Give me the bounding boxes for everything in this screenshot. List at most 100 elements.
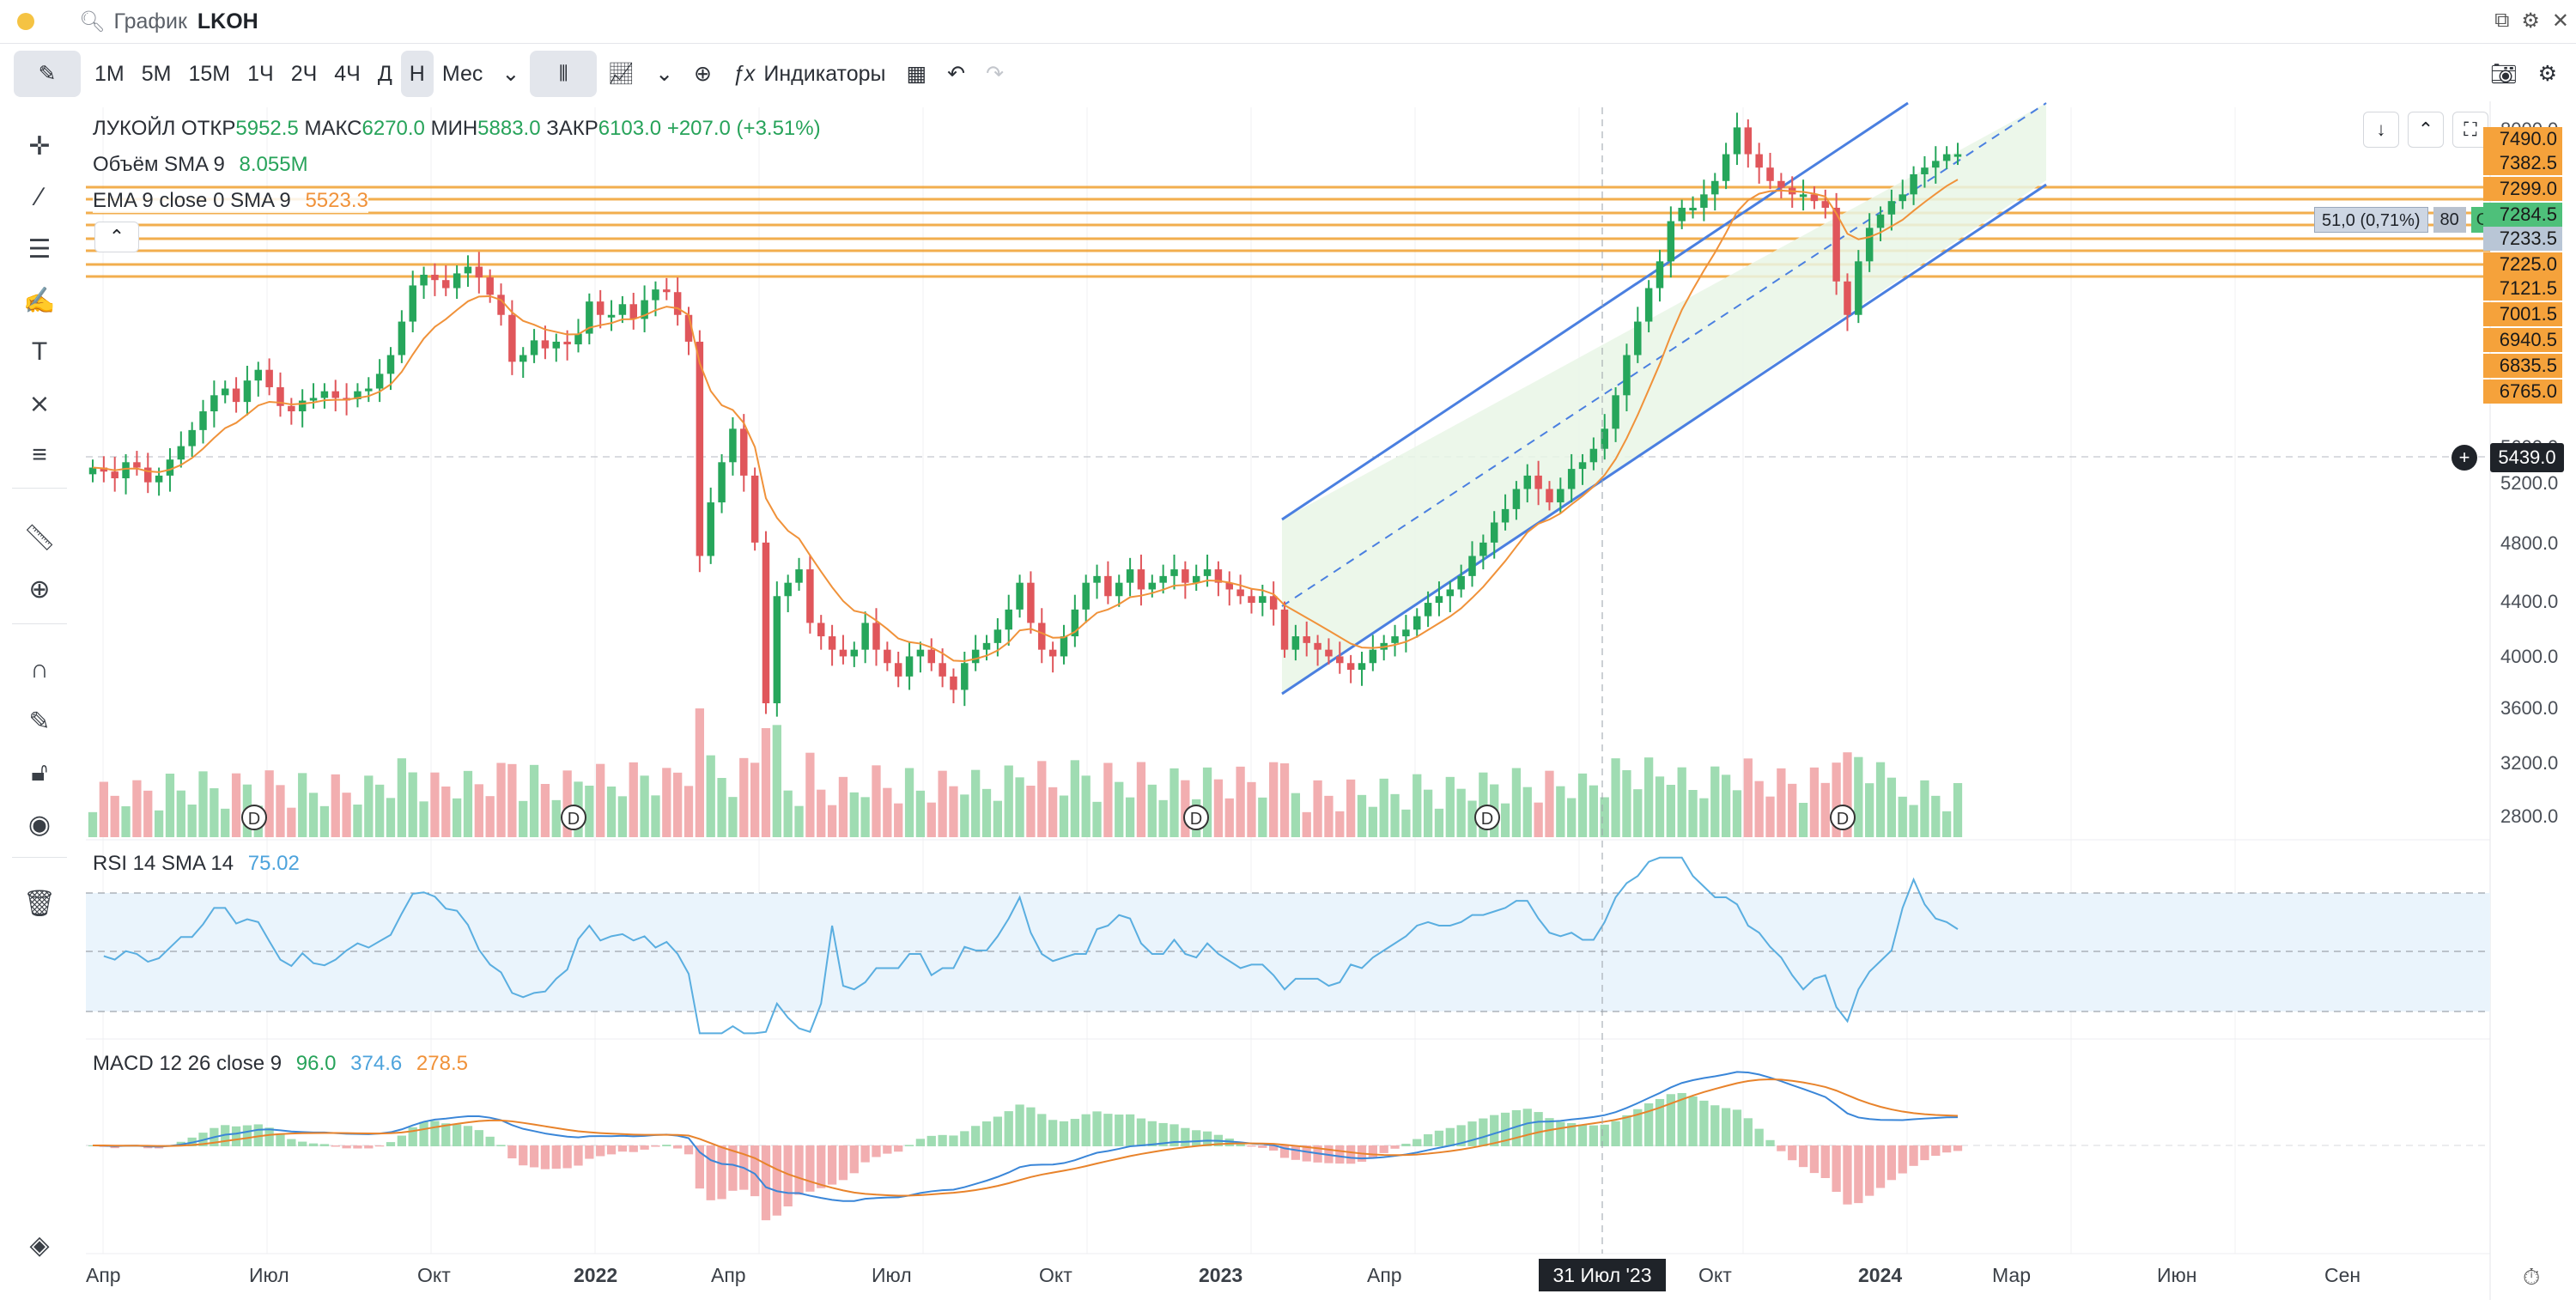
interval-button-8[interactable]: Мес [441, 61, 483, 86]
volume-bar [662, 768, 671, 837]
candle-body [254, 369, 263, 381]
macd-hist-bar [1556, 1121, 1565, 1146]
level-price-tag[interactable]: 7490.0 [2483, 127, 2562, 151]
macd-hist-bar [938, 1134, 947, 1146]
macd-hist-bar [1522, 1109, 1532, 1146]
level-price-tag[interactable]: 7382.5 [2483, 151, 2562, 175]
candle-body [1457, 575, 1465, 590]
volume-bar [1622, 770, 1631, 837]
ema-legend[interactable]: EMA 9 close 0 SMA 9 5523.3 [93, 189, 368, 213]
volume-bar [1335, 811, 1345, 837]
candle-body [850, 649, 859, 657]
volume-bar [176, 790, 185, 837]
macd-hist-bar [617, 1145, 628, 1152]
level-price-tag[interactable]: 6835.5 [2483, 354, 2562, 378]
macd-legend[interactable]: MACD 12 26 close 9 96.0 374.6 278.5 [93, 1052, 468, 1076]
interval-button-1[interactable]: 5M [141, 61, 172, 86]
volume-legend[interactable]: Объём SMA 9 8.055M [93, 153, 308, 177]
interval-button-6[interactable]: Д [377, 61, 392, 86]
volume-bar [651, 795, 660, 837]
level-price-tag[interactable]: 7299.0 [2483, 177, 2562, 201]
level-price-tag[interactable]: 6765.0 [2483, 380, 2562, 404]
macd-hist-bar [805, 1145, 815, 1192]
level-price-tag[interactable]: 7001.5 [2483, 302, 2562, 326]
interval-button-0[interactable]: 1M [94, 61, 125, 86]
add-compare-icon[interactable]: ⊕ [694, 62, 712, 86]
indicators-button[interactable]: ƒx Индикаторы [722, 51, 896, 97]
interval-button-3[interactable]: 1Ч [247, 61, 274, 86]
timeframe-dropdown-icon[interactable]: ⌄ [501, 62, 520, 86]
candles-chart-type-button[interactable]: ⫴ [530, 51, 598, 97]
macd-hist-bar [1732, 1109, 1742, 1146]
macd-hist-bar [860, 1145, 870, 1163]
trash-icon[interactable]: 🗑︎ [22, 889, 57, 918]
interval-button-4[interactable]: 2Ч [290, 61, 318, 86]
draw-pencil-button[interactable]: ✎ [14, 51, 81, 97]
volume-bar [99, 781, 108, 837]
volume-bar [1765, 796, 1775, 837]
redo-icon[interactable]: ↷ [986, 62, 1005, 86]
text-tool-icon[interactable]: T [31, 337, 48, 366]
duplicate-icon[interactable]: ⧉ [2494, 9, 2510, 32]
level-price-tag[interactable]: 7284.5 [2483, 203, 2562, 227]
crosshair-date-label: 31 Июл '23 [1539, 1259, 1666, 1291]
layers-icon[interactable]: ◈ [29, 1230, 50, 1260]
visibility-eye-icon[interactable]: ◉ [27, 810, 52, 839]
level-price-tag[interactable]: 7121.5 [2483, 276, 2562, 301]
level-price-tag[interactable]: 7225.0 [2483, 252, 2562, 276]
volume-bar [883, 787, 892, 837]
horizontal-lines-icon[interactable]: ☰ [27, 234, 52, 264]
ticker-symbol[interactable]: LKOH [197, 9, 258, 33]
rsi-polyline [103, 856, 1959, 1035]
camera-icon[interactable]: 📷︎ [2489, 61, 2518, 86]
candle-body [1921, 167, 1929, 174]
volume-bar [1026, 786, 1036, 837]
arrow-down-icon[interactable]: ↓ [2363, 112, 2399, 148]
interval-button-2[interactable]: 15M [188, 61, 231, 86]
open-label: ОТКР [181, 117, 236, 140]
time-settings-icon[interactable]: ⏱ [2523, 1264, 2541, 1290]
settings-icon[interactable]: ⚙ [2521, 9, 2540, 33]
line-chart-type-button[interactable]: 📈︎ [607, 61, 635, 86]
dividend-marker-letter: D [1481, 810, 1493, 829]
templates-grid-icon[interactable]: ▦ [906, 62, 927, 86]
volume-bar [331, 774, 340, 837]
macd-hist-bar [1147, 1121, 1157, 1146]
unlock-icon[interactable]: 🔓︎ [31, 758, 48, 787]
crosshair-add-icon[interactable]: + [2451, 445, 2477, 471]
settings-gear-icon[interactable]: ⚙ [2537, 62, 2557, 86]
rsi-legend[interactable]: RSI 14 SMA 14 75.02 [93, 852, 300, 876]
macd-hist-bar [1788, 1145, 1797, 1161]
ruler-icon[interactable]: 📏︎ [22, 523, 57, 552]
undo-icon[interactable]: ↶ [947, 62, 966, 86]
close-icon[interactable]: ✕ [2551, 9, 2569, 33]
interval-button-7[interactable]: Н [400, 51, 434, 97]
macd-hist-bar [827, 1145, 837, 1185]
order-line-label[interactable]: 51,0 (0,71%) 80 OH [2314, 207, 2507, 233]
candle-body [1953, 154, 1962, 157]
chart-type-dropdown-icon[interactable]: ⌄ [655, 62, 674, 86]
interval-button-5[interactable]: 4Ч [334, 61, 361, 86]
magnet-icon[interactable]: ∩ [30, 655, 49, 683]
crosshair-icon[interactable]: ✛ [28, 131, 51, 161]
brush-icon[interactable]: ✍ [23, 286, 56, 315]
level-price-tag[interactable]: 6940.5 [2483, 328, 2562, 352]
trendline-icon[interactable]: ∕ [37, 183, 42, 211]
candle-body [971, 649, 980, 664]
macd-hist-bar [717, 1145, 726, 1200]
level-price-tag[interactable]: 7233.5 [2483, 227, 2562, 251]
volume-bars [88, 708, 1963, 837]
candle-body [1612, 395, 1619, 429]
macd-hist-bar [507, 1145, 517, 1159]
collapse-icon[interactable]: ⌃ [2408, 112, 2444, 148]
collapse-legend-button[interactable]: ⌃ [94, 222, 139, 252]
lock-drawing-icon[interactable]: ✎ [28, 707, 51, 736]
pattern-icon[interactable]: ⨯ [28, 389, 51, 418]
zoom-in-icon[interactable]: ⊕ [28, 574, 51, 604]
fib-levels-icon[interactable]: ≡ [32, 440, 47, 469]
window-dot-icon[interactable] [17, 13, 34, 30]
search-icon[interactable]: 🔍︎ [79, 9, 106, 33]
candle-body [398, 321, 406, 355]
volume-bar [1390, 793, 1400, 837]
